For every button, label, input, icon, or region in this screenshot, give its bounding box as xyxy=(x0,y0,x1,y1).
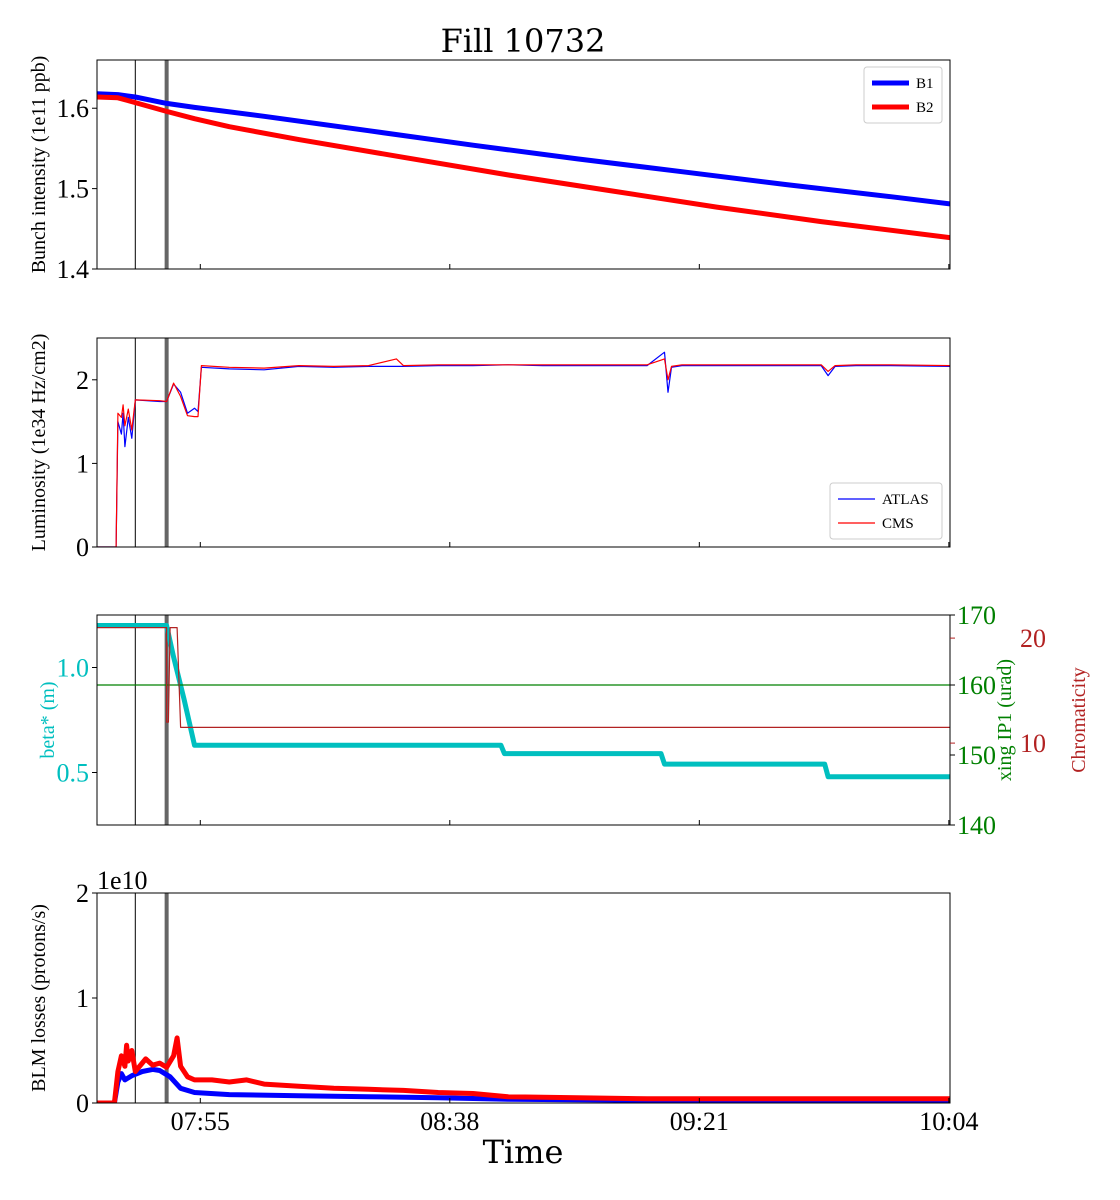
y2-tick-label: 160 xyxy=(957,671,996,700)
y-tick-label: 1.5 xyxy=(57,175,90,204)
legend-label-b1: B1 xyxy=(916,76,934,92)
legend-label-b2: B2 xyxy=(916,100,934,116)
x-tick-label: 10:04 xyxy=(919,1107,978,1136)
legend: B1 B2 xyxy=(863,66,943,124)
series-group xyxy=(97,351,950,547)
series-line-b2 xyxy=(97,1035,950,1103)
y2-tick-label: 170 xyxy=(957,601,996,630)
y3-axis-label: Chromaticity xyxy=(1068,667,1090,773)
series-group xyxy=(97,91,950,241)
y2-axis-label: xing IP1 (urad) xyxy=(994,659,1016,781)
y-tick-label: 1.0 xyxy=(57,654,90,683)
y-axis-label: BLM losses (protons/s) xyxy=(28,904,50,1092)
chart-title: Fill 10732 xyxy=(441,22,606,60)
y2-tick-label: 150 xyxy=(957,741,996,770)
y-tick-label: 0 xyxy=(76,533,89,562)
x-axis: 07:55 08:38 09:21 10:04 xyxy=(171,1107,979,1136)
y-axis-label: Luminosity (1e34 Hz/cm2) xyxy=(28,334,50,552)
y2-tick-label: 140 xyxy=(957,811,996,840)
plot-frame xyxy=(96,59,951,270)
legend-label-cms: CMS xyxy=(882,516,914,532)
y-tick-label: 1.4 xyxy=(57,255,90,284)
panel-blm-losses: 0 1 2 BLM losses (protons/s) 1e10 xyxy=(28,866,951,1118)
plot-frame xyxy=(96,337,951,548)
series-group xyxy=(97,1035,950,1103)
series-line-beta- xyxy=(97,623,950,780)
y-tick-label: 1 xyxy=(76,984,89,1013)
y3-tick-label: 20 xyxy=(1020,624,1046,653)
x-tick-label: 09:21 xyxy=(670,1107,729,1136)
panel-luminosity: 0 1 2 Luminosity (1e34 Hz/cm2) ATLAS CMS xyxy=(28,334,951,562)
y-tick-label: 2 xyxy=(76,366,89,395)
series-line-atlas xyxy=(97,351,950,547)
x-axis-label: Time xyxy=(483,1133,564,1171)
series-group xyxy=(97,623,950,780)
y3-tick-label: 10 xyxy=(1020,729,1046,758)
legend: ATLAS CMS xyxy=(829,482,943,540)
plot-frame xyxy=(96,614,951,826)
y-tick-label: 0.5 xyxy=(57,759,90,788)
series-line-b1 xyxy=(97,91,950,207)
panels: 1.4 1.5 1.6 Bunch intensity (1e11 ppb) B1 B2 0… xyxy=(28,56,1090,1118)
y-tick-label: 1 xyxy=(76,449,89,478)
x-tick-label: 08:38 xyxy=(420,1107,479,1136)
y-offset-text: 1e10 xyxy=(97,866,148,895)
legend-label-atlas: ATLAS xyxy=(882,492,929,508)
series-line-b2 xyxy=(97,94,950,241)
legend-box xyxy=(829,482,943,540)
y-axis-label: Bunch intensity (1e11 ppb) xyxy=(28,56,50,274)
x-tick-label: 07:55 xyxy=(171,1107,230,1136)
y-tick-label: 1.6 xyxy=(57,94,90,123)
y-tick-label: 2 xyxy=(76,879,89,908)
series-line-chromaticity xyxy=(97,626,950,729)
panel-bunch-intensity: 1.4 1.5 1.6 Bunch intensity (1e11 ppb) B1 B2 xyxy=(28,56,951,284)
series-line-cms xyxy=(97,358,950,547)
y-tick-label: 0 xyxy=(76,1089,89,1118)
y-axis-label: beta* (m) xyxy=(37,681,59,758)
